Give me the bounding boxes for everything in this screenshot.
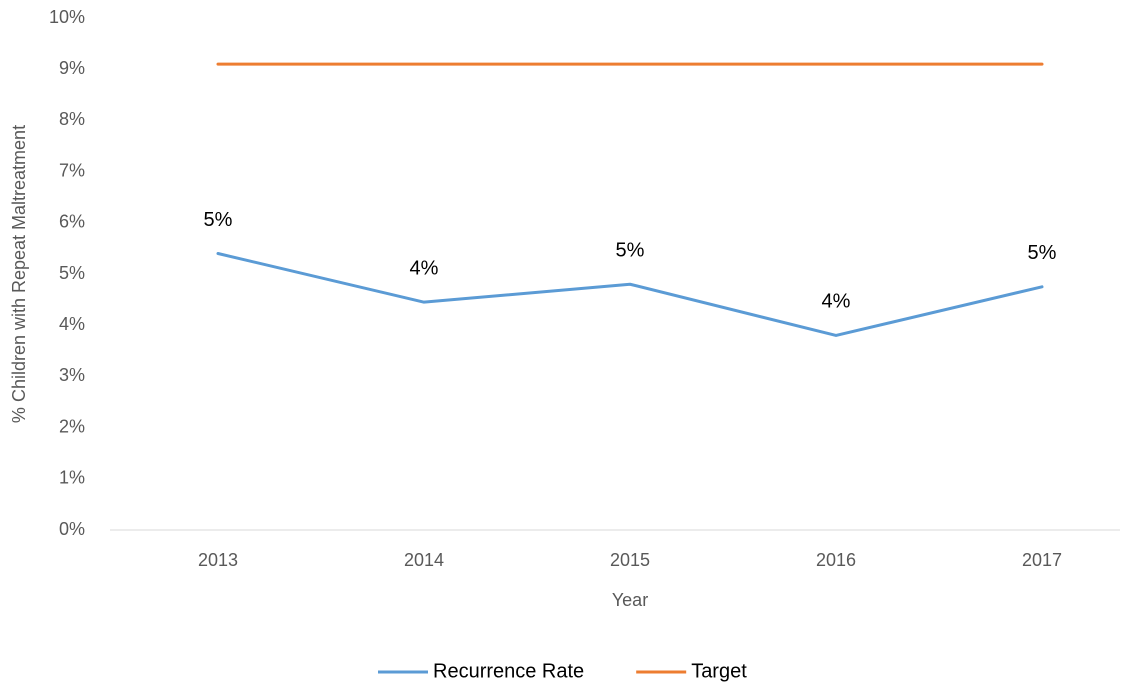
y-tick-label: 3% (59, 365, 85, 385)
data-label: 4% (410, 257, 439, 279)
x-tick-label: 2017 (1022, 550, 1062, 570)
y-tick-label: 5% (59, 263, 85, 283)
y-tick-label: 0% (59, 519, 85, 539)
y-tick-label: 2% (59, 416, 85, 436)
y-tick-label: 9% (59, 58, 85, 78)
y-tick-label: 4% (59, 314, 85, 334)
data-label: 5% (204, 209, 233, 231)
y-tick-label: 6% (59, 212, 85, 232)
y-tick-label: 10% (49, 7, 85, 27)
y-tick-label: 1% (59, 468, 85, 488)
y-tick-label: 7% (59, 160, 85, 180)
y-tick-label: 8% (59, 109, 85, 129)
x-axis-label: Year (612, 590, 648, 610)
x-tick-label: 2015 (610, 550, 650, 570)
series-line (216, 252, 1044, 337)
data-label: 4% (822, 291, 851, 313)
x-tick-label: 2013 (198, 550, 238, 570)
data-label: 5% (616, 240, 645, 262)
y-axis-label: % Children with Repeat Maltreatment (9, 125, 29, 423)
x-tick-label: 2014 (404, 550, 444, 570)
legend-label: Recurrence Rate (433, 660, 584, 682)
data-label: 5% (1028, 242, 1057, 264)
legend-label: Target (691, 660, 747, 682)
x-tick-label: 2016 (816, 550, 856, 570)
